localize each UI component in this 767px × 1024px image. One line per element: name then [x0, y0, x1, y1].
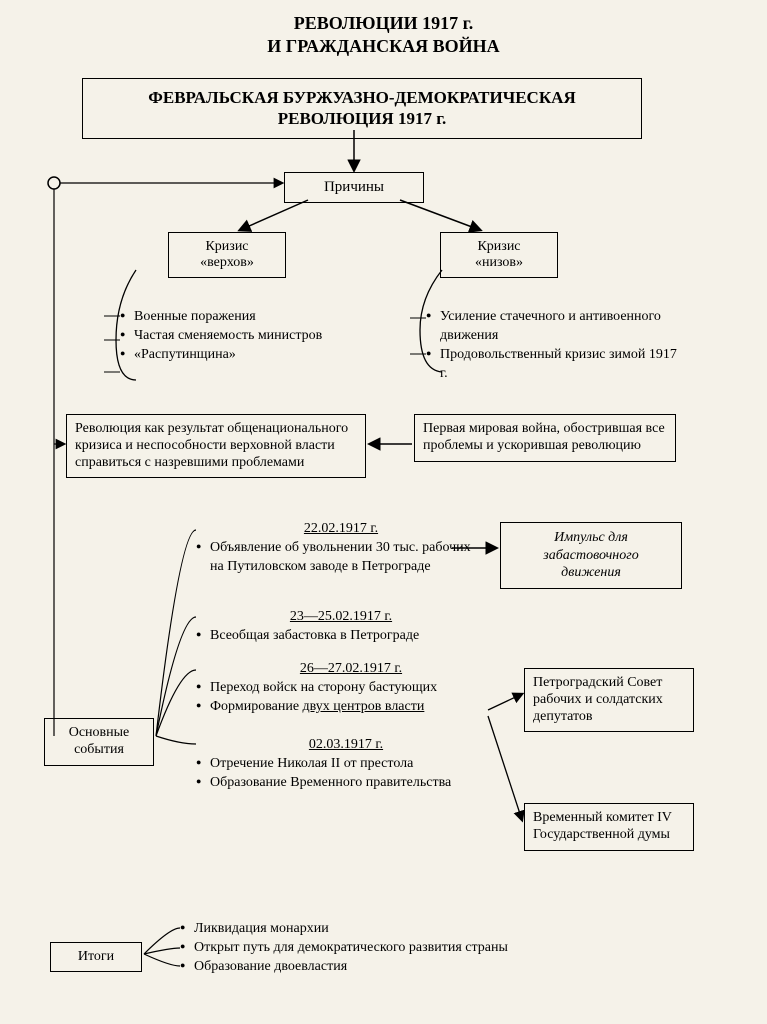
ww1-text: Первая мировая война, обострившая все пр…	[423, 421, 665, 453]
event3-date: 26—27.02.1917 г.	[300, 661, 402, 676]
impulse-l2: забастовочного	[543, 548, 638, 563]
event2-block: 23—25.02.1917 г. Всеобщая забастовка в П…	[196, 608, 486, 646]
impulse-l3: движения	[561, 565, 621, 580]
event4-t1: Отречение Николая II от престола	[210, 755, 413, 774]
top-b3: «Распутинщина»	[134, 346, 236, 365]
causes-box: Причины	[284, 172, 424, 203]
event4-date: 02.03.1917 г.	[309, 737, 383, 752]
main-title: РЕВОЛЮЦИИ 1917 г. И ГРАЖДАНСКАЯ ВОЙНА	[26, 12, 741, 57]
event2-text: Всеобщая забастовка в Петрограде	[210, 627, 419, 646]
bullet-icon	[180, 920, 194, 939]
bullet-icon	[196, 627, 210, 646]
results-box: Итоги	[50, 942, 142, 972]
impulse-box: Импульс для забастовочного движения	[500, 522, 682, 589]
bullet-icon	[120, 327, 134, 346]
bot-b2: Продовольственный кризис зимой 1917 г.	[440, 346, 686, 384]
bullet-icon	[196, 755, 210, 774]
events-label-box: Основные события	[44, 718, 154, 766]
crisis-bot-l2: «низов»	[475, 255, 523, 270]
bullet-icon	[196, 539, 210, 558]
bot-b1: Усиление стачечного и антивоенного движе…	[440, 308, 686, 346]
bullet-icon	[426, 346, 440, 365]
crisis-bot-box: Кризис «низов»	[440, 232, 558, 278]
crisis-top-l1: Кризис	[205, 239, 248, 254]
bullet-icon	[196, 698, 210, 717]
petrosoviet-box: Петроградский Совет рабочих и солдатских…	[524, 668, 694, 732]
petrosoviet-text: Петроградский Совет рабочих и солдатских…	[533, 675, 663, 724]
event1-date: 22.02.1917 г.	[304, 521, 378, 536]
subtitle-box: ФЕВРАЛЬСКАЯ БУРЖУАЗНО-ДЕМОКРАТИЧЕСКАЯ РЕ…	[82, 78, 642, 139]
event4-block: 02.03.1917 г. Отречение Николая II от пр…	[196, 736, 496, 793]
top-b2: Частая сменяемость министров	[134, 327, 322, 346]
crisis-top-box: Кризис «верхов»	[168, 232, 286, 278]
subtitle-line2: РЕВОЛЮЦИЯ 1917 г.	[278, 109, 447, 128]
results-bullets: Ликвидация монархии Открыт путь для демо…	[180, 920, 640, 977]
title-line1: РЕВОЛЮЦИИ 1917 г.	[294, 13, 473, 33]
bot-crisis-bullets: Усиление стачечного и антивоенного движе…	[426, 308, 686, 384]
event3-t2: Формирование двух центров власти	[210, 698, 424, 717]
result-r2: Открыт путь для демократического развити…	[194, 939, 508, 958]
events-l2: события	[74, 742, 124, 757]
event3-t1: Переход войск на сторону бастующих	[210, 679, 437, 698]
title-line2: И ГРАЖДАНСКАЯ ВОЙНА	[267, 36, 499, 56]
vkiv-box: Временный комитет IV Государственной дум…	[524, 803, 694, 851]
top-b1: Военные поражения	[134, 308, 256, 327]
crisis-bot-l1: Кризис	[477, 239, 520, 254]
bullet-icon	[196, 679, 210, 698]
bullet-icon	[120, 308, 134, 327]
revo-result-text: Революция как результат общенациональног…	[75, 421, 348, 470]
impulse-l1: Импульс для	[554, 530, 628, 545]
top-crisis-bullets: Военные поражения Частая сменяемость мин…	[120, 308, 370, 365]
bullet-icon	[180, 958, 194, 977]
events-l1: Основные	[69, 725, 130, 740]
result-r1: Ликвидация монархии	[194, 920, 329, 939]
result-r3: Образование двоевластия	[194, 958, 347, 977]
bullet-icon	[426, 308, 440, 327]
ww1-box: Первая мировая война, обострившая все пр…	[414, 414, 676, 462]
bullet-icon	[180, 939, 194, 958]
connector-overlay	[0, 0, 767, 1024]
vkiv-text: Временный комитет IV Государственной дум…	[533, 810, 672, 842]
event1-text: Объявление об увольнении 30 тыс. рабочих…	[210, 539, 486, 577]
event4-t2: Образование Временного правительства	[210, 774, 451, 793]
causes-label: Причины	[324, 179, 384, 195]
revo-result-box: Революция как результат общенациональног…	[66, 414, 366, 478]
event2-date: 23—25.02.1917 г.	[290, 609, 392, 624]
results-label: Итоги	[78, 949, 114, 964]
subtitle-line1: ФЕВРАЛЬСКАЯ БУРЖУАЗНО-ДЕМОКРАТИЧЕСКАЯ	[148, 88, 575, 107]
bullet-icon	[120, 346, 134, 365]
event3-block: 26—27.02.1917 г. Переход войск на сторон…	[196, 660, 506, 717]
bullet-icon	[196, 774, 210, 793]
event1-block: 22.02.1917 г. Объявление об увольнении 3…	[196, 520, 486, 577]
crisis-top-l2: «верхов»	[200, 255, 254, 270]
